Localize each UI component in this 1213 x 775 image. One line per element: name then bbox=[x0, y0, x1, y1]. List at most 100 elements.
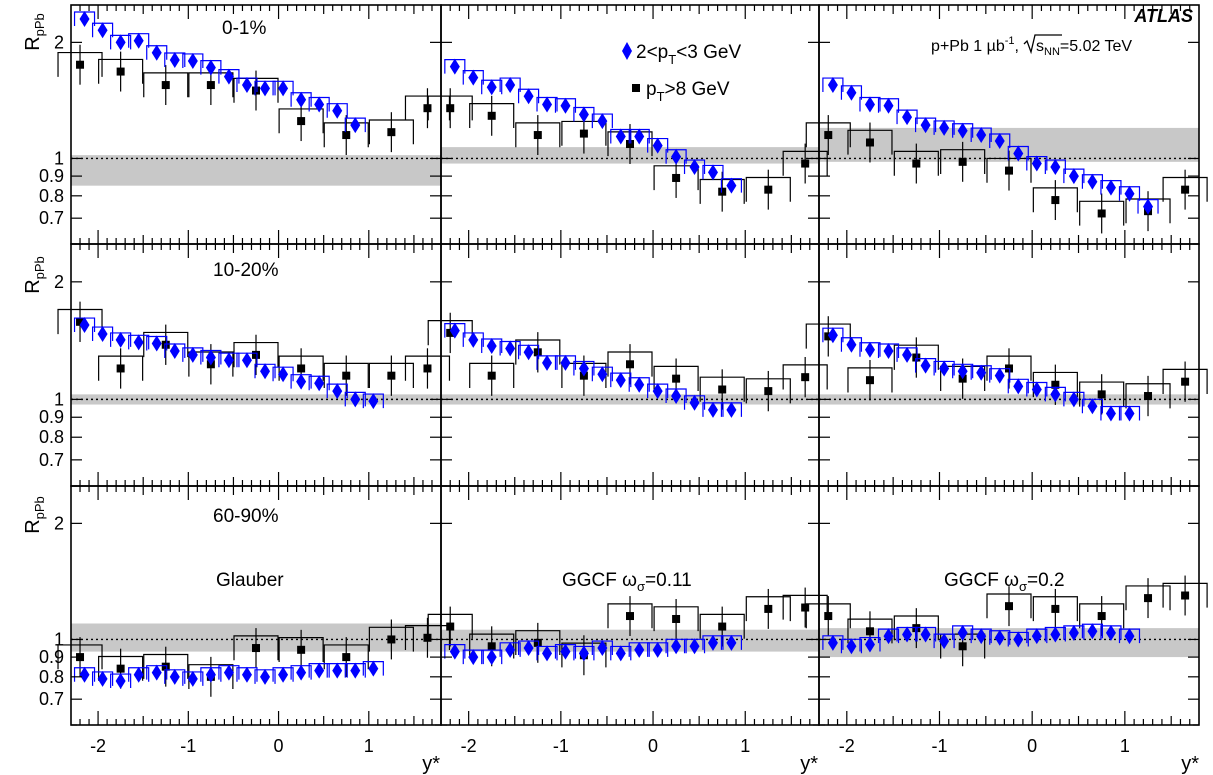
low-pt-point bbox=[499, 340, 521, 357]
low-pt-point bbox=[628, 128, 650, 145]
low-pt-marker bbox=[1068, 624, 1079, 641]
low-pt-marker bbox=[169, 668, 180, 685]
low-pt-point bbox=[308, 96, 330, 113]
x-axis-label-col-0: y* bbox=[422, 753, 440, 775]
svg-text:p+Pb 1 µb-1,: p+Pb 1 µb-1, bbox=[931, 35, 1019, 55]
low-pt-point bbox=[462, 649, 484, 666]
high-pt-marker bbox=[1005, 602, 1013, 611]
low-pt-marker bbox=[707, 634, 718, 651]
low-pt-marker bbox=[1068, 168, 1079, 185]
high-pt-marker bbox=[801, 159, 810, 168]
low-pt-marker bbox=[1087, 623, 1098, 640]
low-pt-point bbox=[128, 334, 150, 351]
low-pt-marker bbox=[115, 331, 126, 348]
low-pt-point bbox=[1118, 628, 1141, 645]
low-pt-marker bbox=[994, 367, 1005, 384]
high-pt-point bbox=[699, 171, 745, 212]
x-tick-label: 1 bbox=[740, 736, 750, 756]
low-pt-marker bbox=[652, 383, 663, 400]
x-tick-label: -1 bbox=[931, 736, 947, 756]
high-pt-marker bbox=[116, 664, 125, 673]
y-tick-label: 0.9 bbox=[39, 407, 64, 427]
low-pt-point bbox=[989, 367, 1011, 384]
low-pt-marker bbox=[597, 113, 608, 130]
legend: 2<pT<3 GeV pT>8 GeV bbox=[622, 42, 741, 104]
ylabel-main: R bbox=[22, 36, 44, 50]
high-pt-point bbox=[515, 115, 561, 156]
low-pt-marker bbox=[368, 660, 379, 677]
ylabel-main: R bbox=[22, 279, 44, 293]
low-pt-point bbox=[517, 640, 540, 657]
low-pt-marker bbox=[634, 641, 645, 658]
panel-frame bbox=[818, 485, 1200, 726]
y-tick-label: 0.8 bbox=[39, 427, 64, 447]
low-pt-point bbox=[647, 641, 669, 658]
low-pt-point bbox=[933, 360, 955, 377]
low-pt-marker bbox=[241, 77, 252, 94]
low-pt-point bbox=[859, 341, 881, 358]
low-pt-point bbox=[444, 58, 466, 75]
high-pt-marker bbox=[672, 173, 681, 182]
low-pt-point bbox=[989, 132, 1011, 149]
low-pt-point bbox=[591, 366, 613, 383]
low-pt-marker bbox=[846, 638, 857, 655]
low-pt-point bbox=[272, 666, 294, 683]
high-pt-point bbox=[607, 344, 653, 385]
low-pt-marker bbox=[707, 401, 718, 418]
high-pt-marker bbox=[297, 645, 306, 654]
low-pt-point bbox=[1137, 198, 1159, 215]
low-pt-point bbox=[610, 372, 632, 389]
low-pt-point bbox=[444, 322, 466, 339]
model-label-ggcf-02: GGCF ωσ=0.2 bbox=[944, 570, 1065, 594]
low-pt-point bbox=[481, 79, 503, 96]
x-tick-label: -2 bbox=[90, 736, 106, 756]
low-pt-point bbox=[236, 666, 258, 683]
low-pt-marker bbox=[902, 109, 913, 126]
x-tick-label: 1 bbox=[1120, 736, 1130, 756]
y-tick-label: 1 bbox=[54, 389, 64, 409]
panel-frames bbox=[70, 4, 1200, 726]
low-pt-point bbox=[290, 664, 312, 681]
low-pt-marker bbox=[449, 322, 460, 339]
low-pt-point bbox=[164, 668, 186, 685]
low-pt-marker bbox=[486, 79, 497, 96]
high-pt-point bbox=[57, 301, 103, 342]
low-pt-marker bbox=[205, 59, 216, 76]
low-pt-marker bbox=[350, 117, 361, 134]
low-pt-point bbox=[1026, 155, 1048, 172]
low-pt-marker bbox=[505, 77, 516, 94]
high-pt-marker bbox=[626, 612, 634, 621]
high-pt-marker bbox=[116, 364, 125, 373]
low-pt-marker bbox=[523, 640, 534, 657]
low-pt-marker bbox=[920, 357, 931, 374]
low-pt-point bbox=[290, 373, 312, 390]
low-pt-marker bbox=[468, 331, 479, 348]
low-pt-marker bbox=[920, 626, 931, 643]
high-pt-point bbox=[699, 606, 745, 647]
low-pt-marker bbox=[332, 102, 343, 119]
low-pt-point bbox=[647, 137, 669, 154]
high-pt-point bbox=[323, 637, 369, 678]
high-pt-point bbox=[57, 44, 103, 85]
high-pt-marker bbox=[764, 185, 773, 194]
high-pt-point bbox=[98, 51, 144, 92]
low-pt-point bbox=[499, 641, 521, 658]
high-pt-marker bbox=[342, 653, 351, 662]
low-pt-point bbox=[1118, 405, 1141, 422]
low-pt-point bbox=[1063, 624, 1085, 641]
high-pt-marker bbox=[718, 187, 727, 196]
centrality-label-0: 0-1% bbox=[222, 18, 266, 39]
ylabel-sub: pPb bbox=[32, 256, 47, 279]
high-pt-point bbox=[515, 332, 561, 373]
high-pt-point bbox=[143, 65, 189, 106]
high-pt-marker bbox=[672, 614, 681, 623]
low-pt-point bbox=[665, 148, 687, 165]
high-pt-marker bbox=[1144, 392, 1153, 401]
low-pt-point bbox=[970, 628, 992, 645]
low-pt-marker bbox=[79, 666, 90, 683]
low-pt-point bbox=[877, 628, 900, 645]
low-pt-marker bbox=[1143, 198, 1154, 215]
low-pt-marker bbox=[486, 337, 497, 354]
low-pt-marker bbox=[97, 670, 108, 687]
